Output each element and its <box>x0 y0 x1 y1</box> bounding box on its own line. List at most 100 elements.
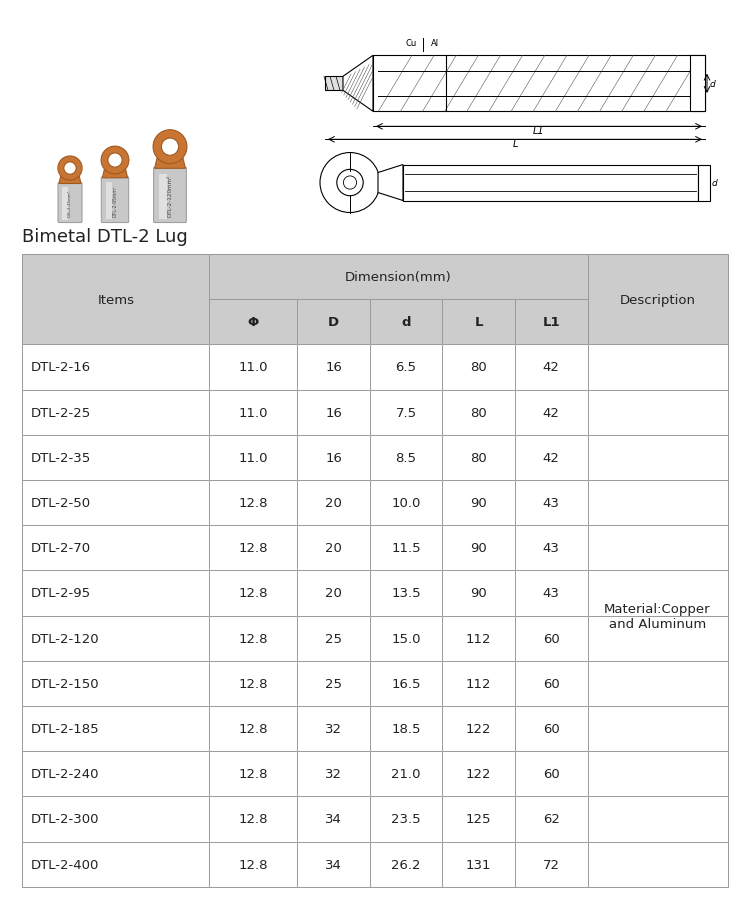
Bar <box>297 526 370 571</box>
Bar <box>442 842 515 887</box>
Bar <box>515 616 587 661</box>
Bar <box>587 706 728 751</box>
Bar <box>209 751 297 796</box>
Text: 18.5: 18.5 <box>392 722 421 735</box>
Text: 21.0: 21.0 <box>392 768 421 780</box>
Bar <box>515 796 587 842</box>
Text: 34: 34 <box>325 858 342 870</box>
Text: 60: 60 <box>543 677 560 690</box>
Bar <box>587 571 728 616</box>
Bar <box>209 842 297 887</box>
Circle shape <box>101 147 129 175</box>
Text: 42: 42 <box>543 361 560 374</box>
Bar <box>515 526 587 571</box>
Bar <box>209 526 297 571</box>
Text: 12.8: 12.8 <box>238 497 268 509</box>
Text: Items: Items <box>98 293 134 306</box>
Bar <box>297 300 370 345</box>
Bar <box>297 526 370 571</box>
Text: 16: 16 <box>325 452 342 464</box>
Bar <box>209 390 297 435</box>
Text: 11.5: 11.5 <box>392 542 421 554</box>
Text: DTL-2-25mm²: DTL-2-25mm² <box>68 190 72 217</box>
Bar <box>62 188 68 220</box>
Text: 60: 60 <box>543 722 560 735</box>
Bar <box>587 255 728 345</box>
Text: 11.0: 11.0 <box>238 406 268 419</box>
Text: d: d <box>710 79 716 88</box>
Bar <box>370 751 442 796</box>
Text: 13.5: 13.5 <box>392 587 421 600</box>
Bar <box>515 571 587 616</box>
Bar <box>515 842 587 887</box>
Bar <box>22 796 209 842</box>
Bar <box>370 571 442 616</box>
Circle shape <box>320 154 380 213</box>
Bar <box>297 480 370 526</box>
Text: DTL-2-95mm²: DTL-2-95mm² <box>112 184 118 217</box>
Text: 43: 43 <box>543 542 560 554</box>
Bar <box>22 390 209 435</box>
Bar <box>297 796 370 842</box>
Bar <box>587 390 728 435</box>
Bar <box>515 796 587 842</box>
Circle shape <box>161 139 178 156</box>
Bar <box>370 661 442 706</box>
Circle shape <box>337 170 363 197</box>
Text: 32: 32 <box>325 768 342 780</box>
Bar <box>22 480 209 526</box>
Bar <box>209 661 297 706</box>
Bar <box>370 390 442 435</box>
Bar <box>515 345 587 390</box>
Bar <box>515 571 587 616</box>
Text: DTL-2-400: DTL-2-400 <box>31 858 99 870</box>
Bar <box>297 571 370 616</box>
Bar <box>515 390 587 435</box>
Circle shape <box>64 163 76 175</box>
Bar <box>370 435 442 480</box>
Text: 12.8: 12.8 <box>238 722 268 735</box>
Bar <box>209 751 297 796</box>
Bar <box>209 300 297 345</box>
Circle shape <box>344 177 356 190</box>
Bar <box>297 842 370 887</box>
Bar <box>297 661 370 706</box>
Text: L: L <box>475 316 483 329</box>
Text: 25: 25 <box>325 632 342 645</box>
Bar <box>22 571 209 616</box>
Bar <box>209 796 297 842</box>
Bar <box>515 480 587 526</box>
Bar <box>209 255 587 300</box>
Text: 12.8: 12.8 <box>238 858 268 870</box>
Text: 32: 32 <box>325 722 342 735</box>
Bar <box>442 345 515 390</box>
Bar <box>587 751 728 796</box>
Text: 90: 90 <box>470 587 487 600</box>
Bar <box>370 661 442 706</box>
Bar <box>209 661 297 706</box>
Bar <box>209 616 297 661</box>
Bar <box>587 526 728 571</box>
Bar <box>209 571 297 616</box>
Bar <box>22 526 209 571</box>
Bar <box>370 390 442 435</box>
Circle shape <box>108 154 122 168</box>
Bar <box>515 526 587 571</box>
Bar <box>515 300 587 345</box>
Bar <box>515 706 587 751</box>
Bar <box>442 390 515 435</box>
Bar <box>370 300 442 345</box>
Bar <box>159 174 167 219</box>
Bar <box>370 571 442 616</box>
Bar <box>370 526 442 571</box>
Text: DTL-2-300: DTL-2-300 <box>31 813 99 825</box>
Bar <box>22 345 209 390</box>
Bar <box>297 706 370 751</box>
Bar <box>22 435 209 480</box>
Bar <box>442 480 515 526</box>
Text: 112: 112 <box>466 677 491 690</box>
Bar <box>297 390 370 435</box>
Text: Φ: Φ <box>248 316 259 329</box>
Bar <box>22 661 209 706</box>
Bar <box>22 616 209 661</box>
